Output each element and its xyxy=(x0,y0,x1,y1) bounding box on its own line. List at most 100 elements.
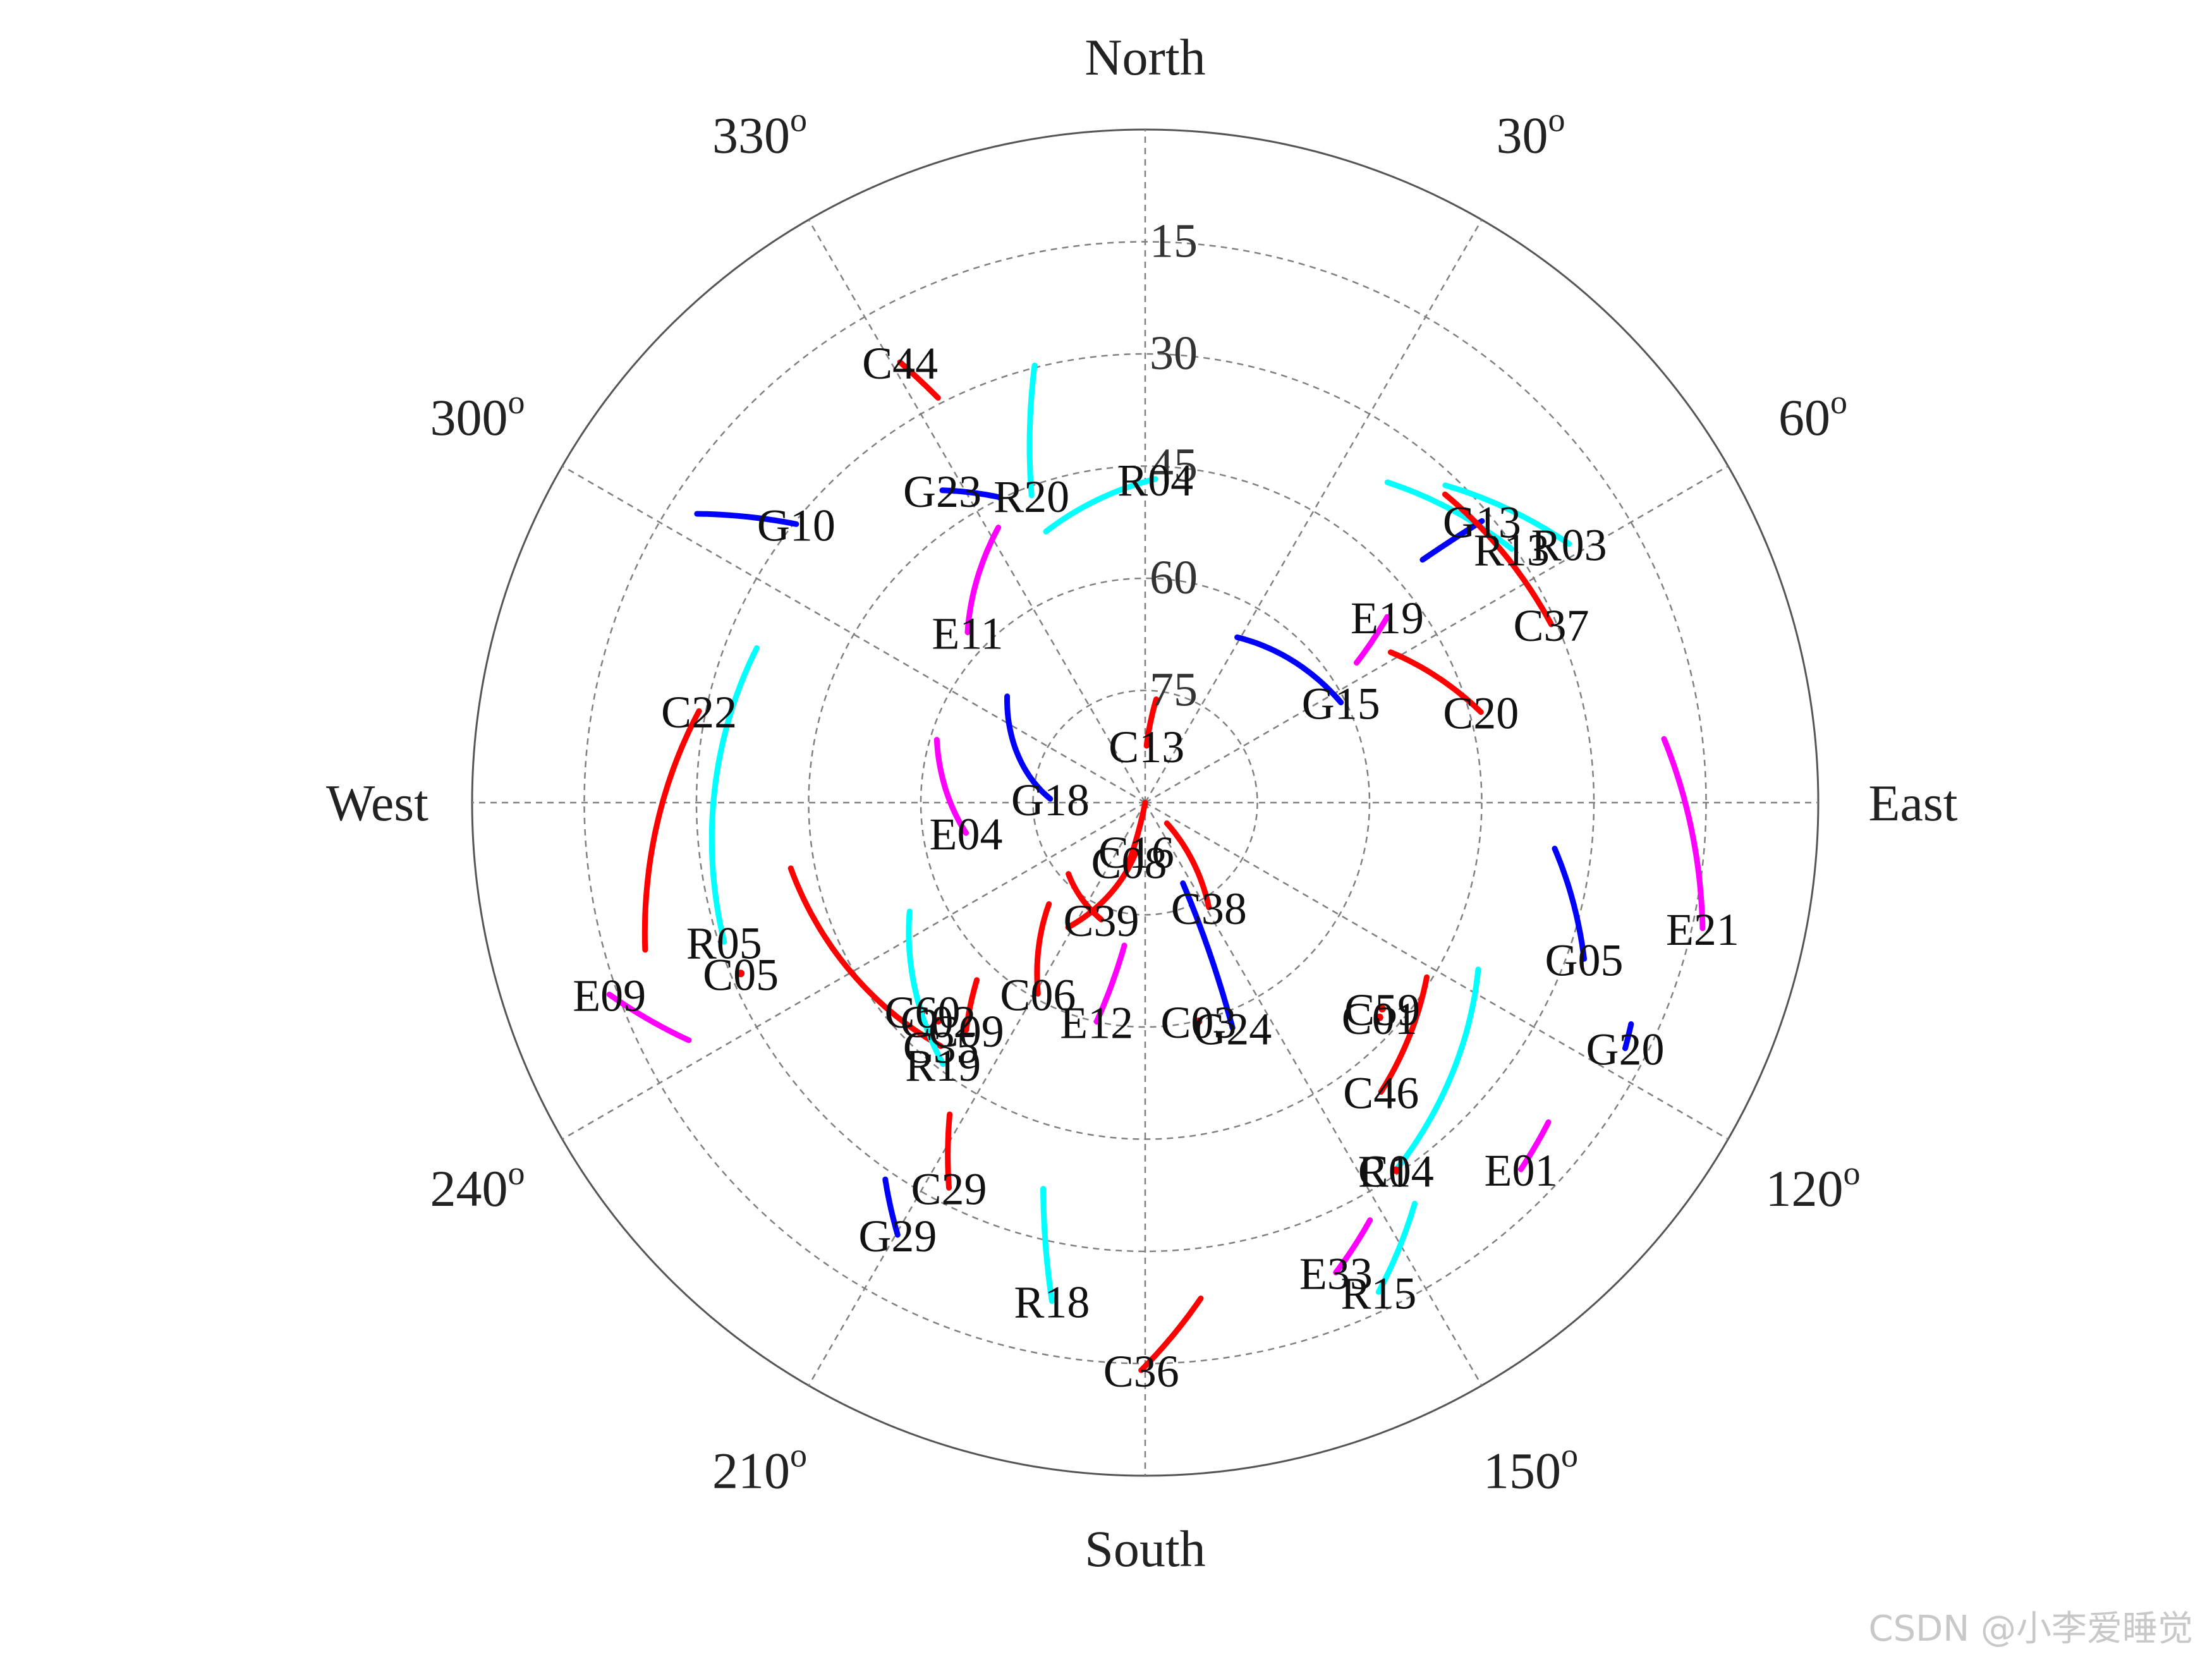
track-r19 xyxy=(906,908,946,1067)
track-g23 xyxy=(939,487,1002,501)
track-c16 xyxy=(1065,848,1139,930)
prn-label-c29: C29 xyxy=(911,1164,987,1214)
track-c46 xyxy=(1378,974,1430,1095)
direction-label-south: South xyxy=(1085,1520,1205,1577)
track-r14 xyxy=(1393,966,1481,1174)
satellite-tracks xyxy=(606,359,1706,1373)
track-c05 xyxy=(737,969,745,978)
watermark: CSDN @小李爱睡觉 xyxy=(1868,1608,2193,1650)
track-c06 xyxy=(1034,901,1052,997)
prn-label-e04: E04 xyxy=(929,809,1002,860)
azimuth-spoke xyxy=(1144,219,1483,803)
track-e09 xyxy=(606,992,692,1043)
track-c09 xyxy=(963,977,980,1033)
prn-label-c08: C08 xyxy=(1091,838,1167,889)
azimuth-spoke xyxy=(808,219,1146,803)
prn-label-g24: G24 xyxy=(1193,1004,1272,1054)
prn-label-r13: R13 xyxy=(1474,525,1550,576)
prn-label-c39: C39 xyxy=(1063,896,1139,946)
track-r03 xyxy=(1442,482,1572,547)
prn-label-r14: R14 xyxy=(1358,1146,1434,1197)
track-c20 xyxy=(1387,649,1484,715)
prn-label-c59: C59 xyxy=(1344,985,1420,1035)
prn-label-r18: R18 xyxy=(1014,1277,1090,1328)
prn-label-g23: G23 xyxy=(903,466,981,517)
elevation-ring xyxy=(808,465,1483,1140)
track-e33 xyxy=(1333,1217,1373,1275)
track-e11 xyxy=(964,525,1002,635)
track-c37 xyxy=(1442,491,1554,628)
prn-label-c09: C09 xyxy=(928,1006,1004,1057)
direction-label-north: North xyxy=(1085,28,1205,86)
prn-label-c44: C44 xyxy=(862,338,938,389)
prn-label-r15: R15 xyxy=(1340,1268,1416,1318)
elevation-ring xyxy=(1032,690,1258,916)
prn-label-e09: E09 xyxy=(573,971,646,1021)
track-c02 xyxy=(934,1017,942,1025)
prn-label-g15: G15 xyxy=(1302,679,1380,729)
track-c36 xyxy=(1138,1295,1204,1373)
azimuth-spoke xyxy=(562,465,1146,804)
prn-label-c60: C60 xyxy=(884,987,960,1038)
track-r20 xyxy=(1026,362,1038,499)
elevation-tick-label: 15 xyxy=(1150,215,1198,268)
prn-label-e21: E21 xyxy=(1666,904,1739,955)
prn-label-c46: C46 xyxy=(1343,1068,1419,1119)
prn-label-r05: R05 xyxy=(686,918,762,968)
azimuth-tick-label: 210o xyxy=(712,1437,807,1500)
elevation-tick-label: 45 xyxy=(1150,439,1198,492)
elevation-ring xyxy=(920,577,1371,1028)
track-g10 xyxy=(694,511,799,527)
track-g15 xyxy=(1234,634,1344,705)
track-c22 xyxy=(641,708,702,953)
track-r18 xyxy=(1040,1186,1055,1304)
prn-label-e19: E19 xyxy=(1351,593,1424,643)
prn-label-c38: C38 xyxy=(1171,884,1247,934)
track-c01 xyxy=(1375,1013,1383,1021)
elevation-tick-label: 75 xyxy=(1150,664,1198,717)
azimuth-tick-label: 120o xyxy=(1766,1154,1861,1217)
track-g05 xyxy=(1552,846,1587,962)
prn-label-e11: E11 xyxy=(932,609,1003,659)
direction-label-east: East xyxy=(1868,774,1957,832)
track-g24 xyxy=(1180,880,1236,1031)
azimuth-tick-label: 30o xyxy=(1497,100,1565,164)
azimuth-tick-label: 150o xyxy=(1483,1437,1578,1500)
track-e04 xyxy=(933,737,969,836)
track-r04 xyxy=(1043,476,1158,535)
prn-label-c04: C04 xyxy=(1358,1146,1434,1197)
prn-label-c02: C02 xyxy=(901,997,976,1047)
prn-label-c22: C22 xyxy=(661,687,737,738)
prn-label-c36: C36 xyxy=(1103,1346,1179,1397)
prn-label-c05: C05 xyxy=(703,949,779,1000)
track-c59 xyxy=(1378,1005,1387,1013)
track-g13 xyxy=(1419,518,1485,563)
track-r15 xyxy=(1375,1201,1418,1295)
prn-label-r03: R03 xyxy=(1531,520,1607,571)
track-e01 xyxy=(1518,1119,1552,1172)
azimuth-tick-label: 300o xyxy=(430,383,525,446)
azimuth-spoke xyxy=(1145,465,1729,804)
direction-label-west: West xyxy=(326,774,428,832)
prn-label-g20: G20 xyxy=(1586,1024,1665,1075)
azimuth-spoke xyxy=(1144,802,1483,1386)
satellite-prn-labels: C44 G10 R20 G23 R04 R05 E11 C22 E04 C35 C13 C08 C39 C… xyxy=(573,338,1739,1397)
azimuth-tick-label: 240o xyxy=(430,1154,525,1217)
prn-label-g29: G29 xyxy=(858,1211,937,1261)
azimuth-tick-label: 330o xyxy=(712,100,807,164)
track-c04 xyxy=(1392,1166,1400,1174)
track-e19 xyxy=(1354,614,1390,666)
track-r13 xyxy=(1384,479,1515,552)
elevation-tick-label: 30 xyxy=(1150,327,1198,380)
prn-label-c16: C16 xyxy=(1098,827,1174,878)
prn-label-c03: C03 xyxy=(1160,997,1236,1048)
prn-label-e01: E01 xyxy=(1485,1145,1558,1196)
prn-label-c37: C37 xyxy=(1514,600,1589,651)
track-c44 xyxy=(897,359,941,401)
track-e21 xyxy=(1661,736,1706,932)
track-g20 xyxy=(1622,1021,1634,1052)
track-e12 xyxy=(1093,942,1127,1025)
prn-label-c13: C13 xyxy=(1109,722,1184,772)
axis-labels: North East South West 30o 60o 120o 150o 210o 240o… xyxy=(326,28,1958,1577)
